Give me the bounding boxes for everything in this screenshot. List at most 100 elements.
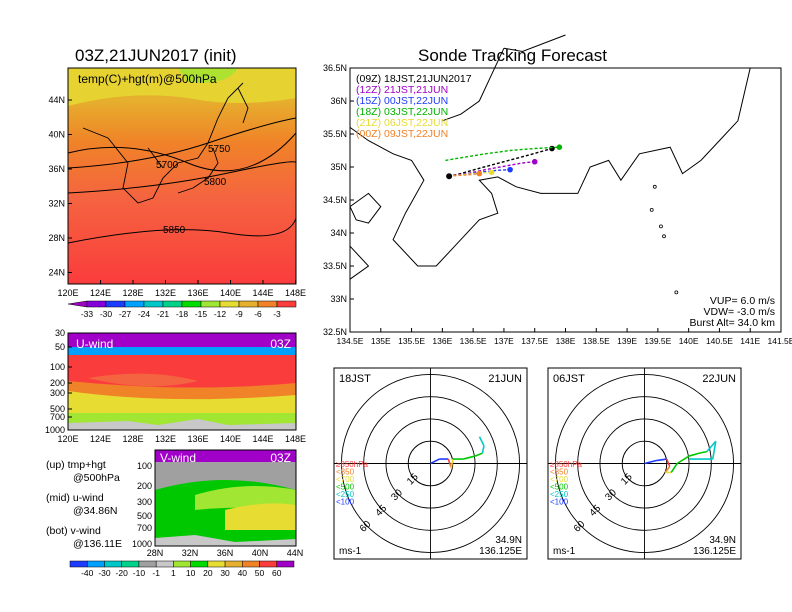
vwind-colorbar-cell: [224, 560, 243, 568]
map500-colorbar-cell: [257, 300, 278, 308]
hodograph-level-label: ≥850hPa: [336, 460, 369, 469]
track-landing-point: [531, 158, 538, 165]
track-landing-point: [549, 145, 555, 152]
hodograph-time: 06JST: [553, 373, 585, 385]
vwind-colorbar-label: -30: [98, 568, 111, 578]
hodograph-level-label: <250: [336, 490, 355, 499]
map500-panel: 5700 5750 5800 5850 temp(C)+hgt(m)@500hPa 44N…: [48, 67, 306, 319]
map500-colorbar-label: -30: [100, 309, 113, 319]
track-islet: [674, 290, 679, 295]
uwind-y-label: 50: [55, 342, 65, 352]
notes: (up) tmp+hgt@500hPa (mid) u-wind@34.86N (b…: [46, 459, 122, 550]
vwind-x-label: 36N: [217, 548, 234, 558]
track-islet: [659, 224, 663, 229]
track-param-burst: Burst Alt= 34.0 km: [690, 317, 776, 329]
vwind-colorbar-label: -40: [81, 568, 94, 578]
vwind-colorbar-cell: [155, 560, 174, 568]
uwind-y-label: 500: [50, 404, 65, 414]
hodograph-trace-segment: [644, 459, 657, 465]
track-lon-label: 140E: [679, 336, 699, 346]
vwind-colorbar-cell: [104, 560, 122, 568]
vwind-x-label: 32N: [182, 548, 199, 558]
track-lon-label: 138.5E: [583, 336, 610, 346]
hodograph-level-label: <250: [550, 490, 569, 499]
vwind-colorbar-cell: [86, 560, 105, 568]
map500-contour: [67, 132, 297, 172]
vwind-colorbar-label: -1: [152, 568, 160, 578]
track-legend-entry: (18Z) 03JST,22JUN: [356, 106, 448, 118]
track-landing-point: [556, 144, 563, 150]
vwind-colorbar-cell: [190, 560, 209, 568]
map500-colorbar-label: -12: [214, 309, 227, 319]
track-lon-label: 135E: [371, 336, 391, 346]
uwind-y-label: 700: [50, 412, 65, 422]
vwind-frame: [154, 449, 297, 547]
vwind-colorbar-cell: [207, 560, 226, 568]
vwind-colorbar-label: 20: [203, 568, 213, 578]
right-title: Sonde Tracking Forecast: [418, 46, 607, 65]
track-lon-label: 136.5E: [460, 336, 487, 346]
map500-lat-label: 36N: [48, 164, 65, 174]
map500-lon-label: 124E: [90, 288, 111, 298]
hodograph-level-label: <100: [550, 498, 569, 507]
map500-colorbar-label: -33: [81, 309, 94, 319]
hodograph-level-label: ≥850hPa: [550, 460, 583, 469]
hodograph-level-label: <700: [336, 475, 355, 484]
hodograph-trace-segment: [430, 458, 440, 465]
vwind-colorbar-label: 30: [220, 568, 230, 578]
hodograph-lon: 136.125E: [479, 546, 522, 557]
hodograph-level-label: <500: [336, 483, 355, 492]
hodograph-trace-segment: [664, 465, 671, 473]
hodograph-trace-segment: [474, 452, 483, 457]
map500-colorbar-cell: [276, 300, 297, 308]
vwind-colorbar-cell: [242, 560, 260, 568]
uwind-y-label: 200: [50, 378, 65, 388]
map500-colorbar-label: -6: [254, 309, 262, 319]
map500-lon-label: 148E: [285, 288, 306, 298]
track-legend-entry: (21Z) 06JST,22JUN: [356, 117, 448, 129]
hodograph-unit: ms-1: [339, 546, 362, 557]
track-lon-label: 139E: [617, 336, 637, 346]
track-lat-label: 36.5N: [323, 63, 347, 73]
map500-lon-label: 136E: [187, 288, 208, 298]
hodograph-level-label: <850: [550, 468, 569, 477]
uwind-terrain: [68, 419, 296, 430]
uwind-jet: [88, 373, 198, 387]
vwind-y-label: 100: [137, 461, 152, 471]
uwind-x-label: 124E: [90, 434, 111, 444]
vwind-y-label: 200: [137, 481, 152, 491]
hodograph-frame: [333, 367, 528, 560]
hodograph-trace-segment: [656, 458, 667, 462]
map500-lat-label: 40N: [48, 130, 65, 140]
track-lat-label: 35.5N: [323, 129, 347, 139]
track-line: [448, 172, 480, 177]
map500-contour: [67, 117, 297, 169]
hodograph-trace-segment: [699, 450, 708, 454]
vwind-x-label: 40N: [252, 548, 269, 558]
vwind-colorbar-label: 1: [171, 568, 176, 578]
track-lon-label: 134.5E: [337, 336, 364, 346]
map500-lat-label: 28N: [48, 233, 65, 243]
hodograph-trace-segment: [706, 440, 717, 453]
hodograph-lat: 34.9N: [709, 535, 736, 546]
hodograph-date: 22JUN: [702, 373, 736, 385]
track-param-vdw: VDW= -3.0 m/s: [704, 306, 775, 318]
vwind-yellow: [225, 503, 296, 530]
left-title: 03Z,21JUN2017 (init): [75, 46, 237, 65]
note-line: (mid) u-wind: [46, 492, 104, 504]
map500-colorbar-cell: [86, 300, 107, 308]
track-shikoku: [349, 245, 370, 280]
hodograph-level-label: <500: [550, 483, 569, 492]
hodograph-trace-segment: [712, 441, 717, 460]
vwind-time: 03Z: [270, 451, 291, 465]
hodograph-trace-segment: [688, 452, 700, 457]
track-landing-point: [488, 169, 495, 176]
map500-colorbar-cell: [162, 300, 183, 308]
map500-colorbar-cell: [124, 300, 145, 308]
track-lat-label: 33.5N: [323, 261, 347, 271]
